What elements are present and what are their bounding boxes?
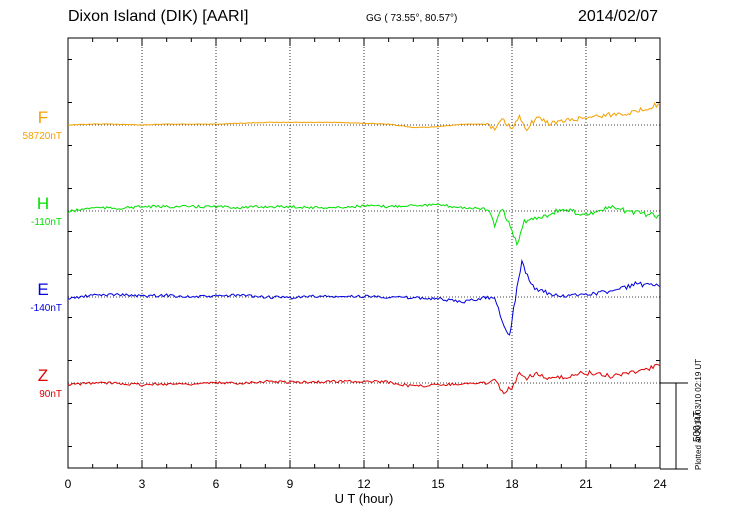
x-tick-label: 18 [505,477,519,491]
x-tick-label: 3 [139,477,146,491]
station-coordinates: GG ( 73.55°, 80.57°) [366,13,458,24]
component-e-label: E [37,280,49,299]
series-trace-e [67,258,661,336]
x-axis-label: U T (hour) [335,491,394,506]
series-trace-h [67,203,661,247]
component-f-label: F [37,108,49,127]
component-h-baseline-value: -110nT [31,217,62,228]
component-e-baseline-value: -140nT [30,303,62,314]
x-tick-label: 6 [213,477,220,491]
component-z-label: Z [37,366,49,385]
x-tick-label: 21 [579,477,593,491]
x-tick-label: 15 [431,477,445,491]
x-tick-label: 0 [65,477,72,491]
component-z-baseline-value: 90nT [39,389,62,400]
plot-frame [67,37,661,469]
component-f-baseline-value: 58720nT [22,131,62,142]
station-title: Dixon Island (DIK) [AARI] [68,8,249,25]
x-tick-label: 9 [287,477,294,491]
x-tick-label: 24 [653,477,667,491]
component-h-label: H [36,194,50,213]
series-trace-z [67,363,661,395]
chart-date: 2014/02/07 [578,8,659,25]
x-tick-label: 12 [357,477,371,491]
series-trace-f [67,101,661,132]
